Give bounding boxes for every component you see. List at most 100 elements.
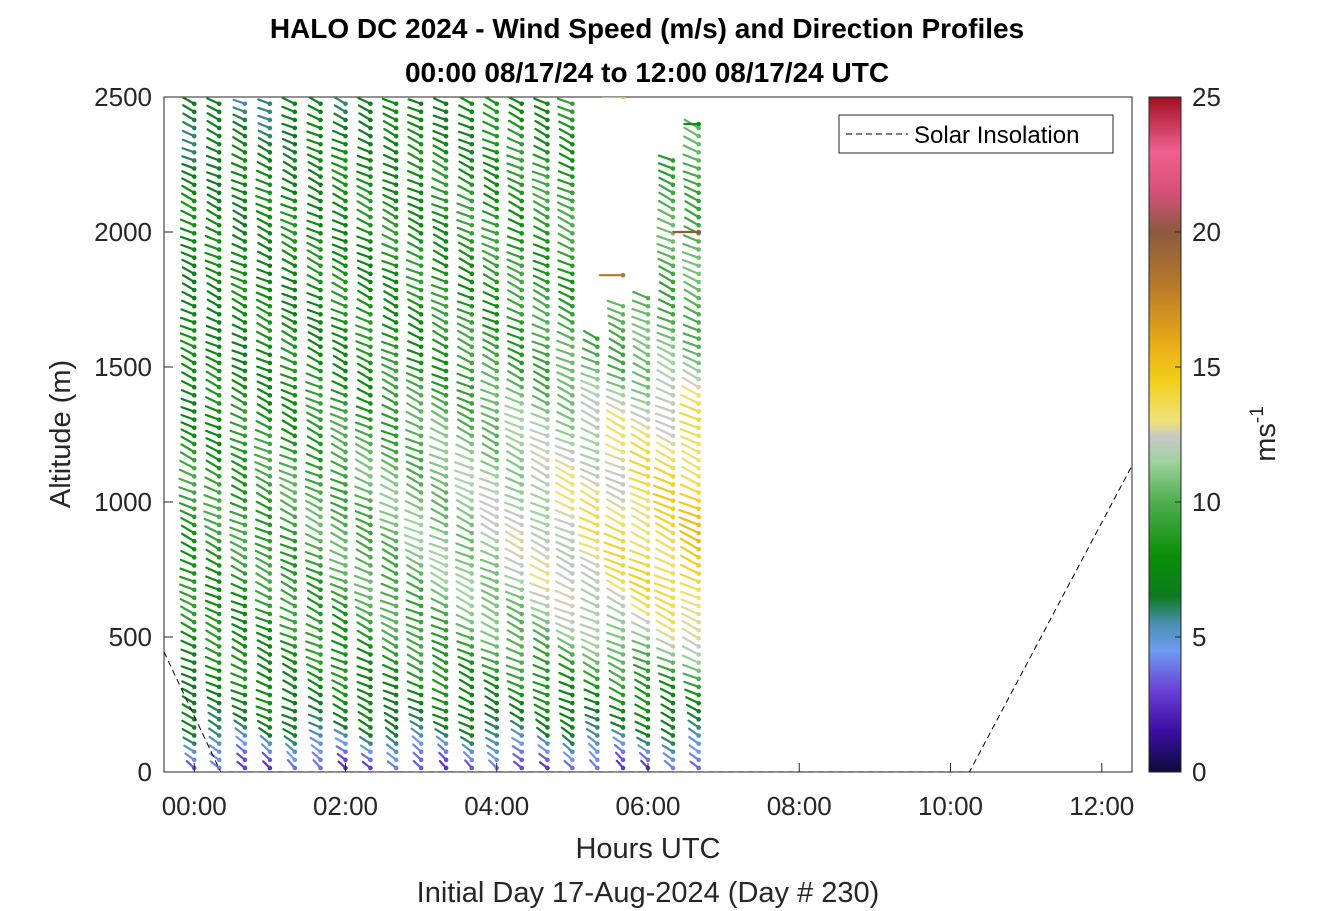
wind-barb-shaft <box>381 332 398 340</box>
wind-barb-shaft <box>431 356 448 365</box>
wind-barb-head <box>645 717 651 722</box>
wind-barb-shaft <box>580 638 599 648</box>
wind-barb-shaft <box>229 501 247 510</box>
wind-barb-shaft <box>556 201 574 211</box>
wind-barb-shaft <box>583 688 599 697</box>
wind-barb-head <box>267 644 273 649</box>
chart-title: HALO DC 2024 - Wind Speed (m/s) and Dire… <box>270 13 1024 44</box>
wind-barb-head <box>469 765 475 771</box>
wind-barb-head <box>368 247 373 252</box>
wind-barb-head <box>570 684 575 690</box>
wind-barb-shaft <box>179 218 196 227</box>
wind-barb-head <box>216 530 222 536</box>
wind-barb-head <box>696 676 701 682</box>
wind-barb-head <box>545 611 550 617</box>
wind-barb-shaft <box>506 251 523 259</box>
wind-barb-shaft <box>429 525 448 535</box>
wind-barb-head <box>494 417 500 422</box>
wind-barb-head <box>670 587 676 593</box>
wind-barb-head <box>645 708 651 714</box>
wind-barb-shaft <box>355 405 372 413</box>
wind-barb-shaft <box>255 616 271 624</box>
wind-barb-head <box>267 555 273 560</box>
wind-barb-head <box>368 425 373 431</box>
wind-barb-head <box>545 538 550 544</box>
wind-barb-head <box>343 312 348 317</box>
wind-barb-head <box>318 644 323 649</box>
wind-barb-head <box>494 708 500 714</box>
wind-barb-head <box>418 336 424 341</box>
wind-barb-head <box>670 166 676 171</box>
wind-barb-head <box>494 271 500 277</box>
wind-barb-shaft <box>280 194 296 203</box>
wind-barb-head <box>570 538 575 544</box>
wind-barb-head <box>267 530 273 536</box>
wind-barb-shaft <box>430 476 448 486</box>
wind-barb-shaft <box>254 428 271 437</box>
wind-barb-head <box>343 271 348 277</box>
wind-barb-shaft <box>406 637 423 648</box>
wind-barb-shaft <box>253 445 271 454</box>
wind-barb-shaft <box>608 686 625 697</box>
wind-barb-shaft <box>656 250 675 259</box>
wind-barb-head <box>242 546 248 552</box>
wind-barb-head <box>494 660 500 665</box>
wind-barb-head <box>216 498 222 503</box>
wind-barb-head <box>267 498 273 503</box>
wind-barb-head <box>267 757 273 763</box>
wind-barb-head <box>696 490 701 495</box>
wind-barb-head <box>216 595 222 601</box>
wind-barb-head <box>570 352 575 358</box>
wind-barb-head <box>696 708 701 714</box>
wind-barb-head <box>545 725 550 730</box>
wind-barb-head <box>469 498 475 503</box>
wind-barb-head <box>570 765 575 771</box>
wind-barb-head <box>368 595 373 601</box>
wind-barb-shaft <box>404 548 423 559</box>
wind-barb-shaft <box>681 645 700 656</box>
wind-barb-head <box>494 109 500 115</box>
wind-barb-shaft <box>205 566 221 575</box>
wind-barb-shaft <box>179 583 196 591</box>
wind-barb-head <box>519 514 525 520</box>
wind-barb-head <box>443 158 449 163</box>
wind-barb-head <box>670 498 676 503</box>
wind-barb-head <box>443 579 449 584</box>
wind-barb-head <box>443 725 449 730</box>
wind-barb-shaft <box>558 128 574 138</box>
wind-barb-head <box>570 474 575 479</box>
wind-barb-shaft <box>655 628 675 640</box>
wind-barb-shaft <box>504 515 523 527</box>
wind-barb-shaft <box>533 216 549 227</box>
wind-barb-shaft <box>256 403 271 413</box>
wind-barb-head <box>267 482 273 487</box>
wind-barb-head <box>368 587 373 593</box>
wind-barb-shaft <box>330 516 347 527</box>
wind-barb-shaft <box>608 695 625 705</box>
wind-barb-head <box>267 117 273 123</box>
wind-barb-head <box>267 239 273 244</box>
wind-barb-head <box>267 279 273 285</box>
wind-barb-shaft <box>554 517 574 527</box>
wind-barb-shaft <box>479 558 498 567</box>
wind-barb-shaft <box>231 297 247 308</box>
wind-barb-head <box>670 312 676 317</box>
wind-barb-head <box>620 587 626 593</box>
wind-barb-head <box>443 166 449 171</box>
wind-barb-head <box>292 182 298 188</box>
wind-barb-head <box>545 287 550 293</box>
wind-barb-head <box>292 101 298 107</box>
wind-barb-head <box>267 733 273 738</box>
wind-barb-head <box>620 555 626 560</box>
wind-barb-shaft <box>554 499 574 510</box>
wind-barb-head <box>469 401 475 406</box>
wind-barb-head <box>620 765 626 771</box>
wind-barb-head <box>570 384 575 390</box>
wind-barb-shaft <box>255 284 271 292</box>
wind-barb-head <box>216 393 222 398</box>
wind-barb-head <box>393 336 399 341</box>
wind-barb-shaft <box>682 347 700 356</box>
wind-barb-head <box>368 433 373 439</box>
wind-barb-shaft <box>532 672 549 680</box>
wind-barb-shaft <box>432 218 448 227</box>
